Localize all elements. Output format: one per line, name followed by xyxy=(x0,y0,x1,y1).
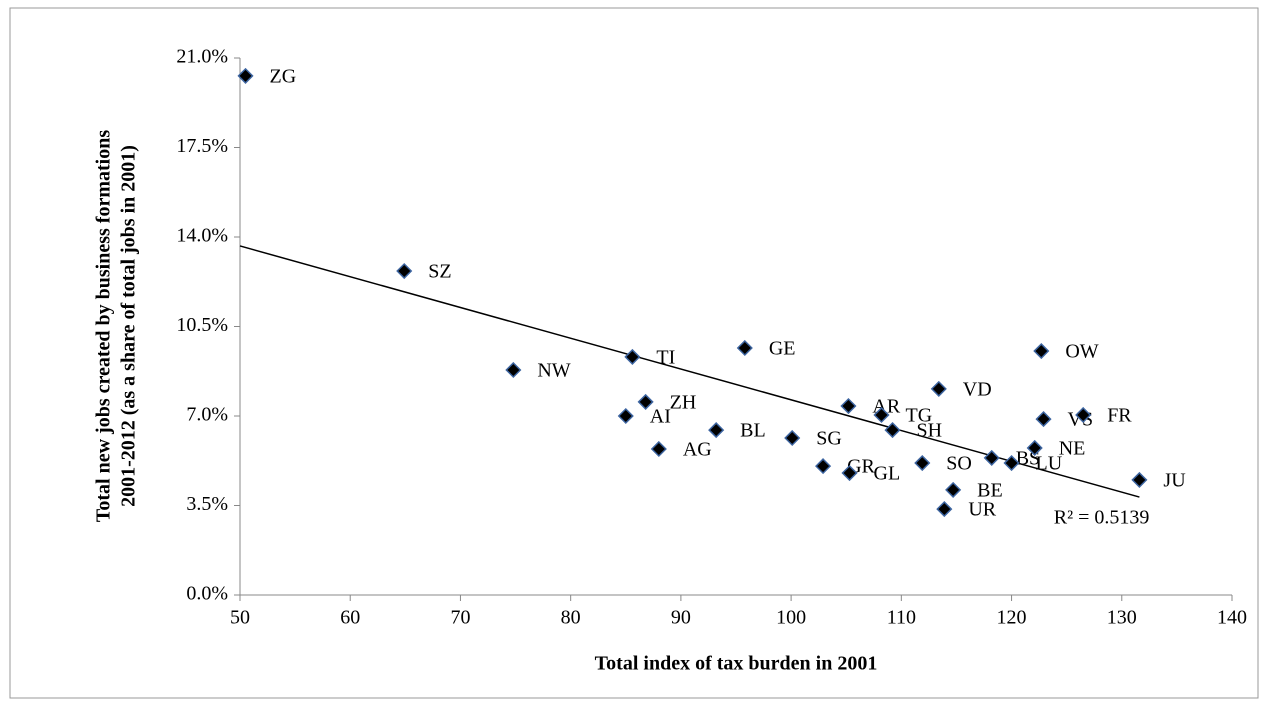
x-tick-label: 70 xyxy=(450,607,470,629)
x-tick-label: 80 xyxy=(561,607,581,629)
point xyxy=(624,348,641,365)
point xyxy=(815,458,832,475)
x-tick-label: 130 xyxy=(1107,607,1137,629)
point-label: LU xyxy=(1036,453,1063,475)
point-label: AI xyxy=(650,406,671,428)
point xyxy=(873,406,890,424)
point xyxy=(1026,439,1043,457)
x-tick-label: 100 xyxy=(776,607,806,629)
point xyxy=(617,407,634,425)
point-label: ZG xyxy=(270,65,297,87)
y-axis-title-line: Total new jobs created by business forma… xyxy=(93,130,115,522)
point xyxy=(708,422,725,439)
point-label: SH xyxy=(917,420,943,442)
point xyxy=(736,339,753,357)
x-tick-label: 120 xyxy=(997,607,1027,629)
x-tick-label: 140 xyxy=(1217,607,1247,629)
y-tick-label: 14.0% xyxy=(176,225,228,247)
point xyxy=(914,454,931,472)
x-tick-label: 110 xyxy=(887,607,916,629)
x-tick-label: 60 xyxy=(340,607,360,629)
y-tick-label: 0.0% xyxy=(186,583,228,605)
y-tick-label: 21.0% xyxy=(176,46,228,68)
point xyxy=(841,464,858,482)
point xyxy=(945,481,962,498)
y-tick-label: 3.5% xyxy=(186,493,228,515)
point-label: FR xyxy=(1107,405,1132,427)
point-label: OW xyxy=(1065,341,1098,363)
x-axis-title: Total index of tax burden in 2001 xyxy=(595,653,878,675)
point xyxy=(1131,471,1148,488)
point-label: NW xyxy=(537,360,570,382)
point xyxy=(237,67,254,84)
y-tick-label: 10.5% xyxy=(176,314,228,336)
point xyxy=(396,262,413,280)
point-label: VD xyxy=(963,378,992,400)
point xyxy=(1003,454,1020,472)
point xyxy=(505,361,522,379)
point-label: TI xyxy=(656,347,675,369)
point xyxy=(936,501,953,518)
point xyxy=(884,422,901,439)
point xyxy=(1035,411,1052,428)
point-label: SO xyxy=(946,453,972,475)
x-tick-label: 50 xyxy=(230,607,250,629)
y-axis-title-line: 2001-2012 (as a share of total jobs in 2… xyxy=(118,145,140,507)
point-label: AG xyxy=(683,439,712,461)
point-label: NE xyxy=(1059,438,1086,460)
point xyxy=(650,440,667,458)
point xyxy=(1075,406,1092,424)
trendline-label: R² = 0.5139 xyxy=(1054,507,1150,529)
point-label: GE xyxy=(769,338,796,360)
point-label: GL xyxy=(874,463,901,485)
point xyxy=(637,393,654,410)
point xyxy=(930,380,947,397)
point-label: ZH xyxy=(670,392,697,414)
point-label: TG xyxy=(905,405,932,427)
point xyxy=(840,397,857,415)
point-label: BL xyxy=(740,420,766,442)
x-tick-label: 90 xyxy=(671,607,691,629)
y-tick-label: 7.0% xyxy=(186,404,228,426)
point-label: SG xyxy=(816,428,842,450)
point xyxy=(784,429,801,447)
y-axis-title: Total new jobs created by business forma… xyxy=(93,130,140,522)
point-label: SZ xyxy=(428,261,451,283)
point-label: UR xyxy=(968,499,996,521)
point xyxy=(1033,342,1050,360)
point xyxy=(983,449,1000,466)
point-label: BE xyxy=(977,479,1003,501)
y-tick-label: 17.5% xyxy=(176,135,228,157)
point-label: JU xyxy=(1163,470,1186,492)
